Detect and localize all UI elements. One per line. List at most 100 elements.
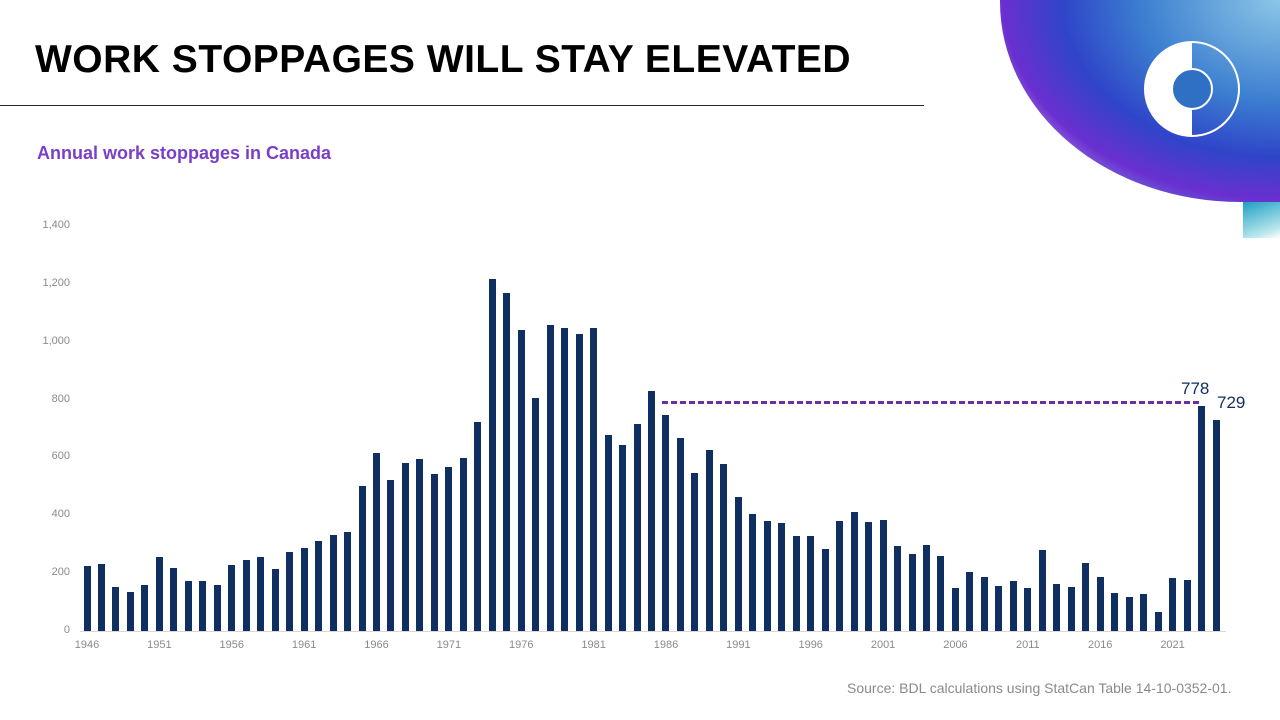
bar-1986 [662,414,670,631]
x-axis-line [80,631,1226,632]
x-tick-label: 1991 [726,639,751,651]
bar-2008 [980,576,988,631]
bar-1969 [416,458,424,631]
y-tick-label: 0 [63,624,70,636]
bar-1987 [676,438,684,631]
bar-2012 [1038,550,1046,631]
bar-2005 [937,556,945,631]
x-tick-label: 1946 [74,639,100,651]
bar-1970 [430,473,438,631]
bar-1999 [850,512,858,631]
bar-1997 [821,549,829,631]
y-tick-label: 200 [51,566,70,579]
bar-2006 [951,587,959,631]
y-tick-label: 800 [51,392,70,405]
bar-2010 [1009,580,1017,631]
bar-1983 [619,445,627,631]
bar-1955 [213,585,221,631]
bar-1968 [401,462,409,631]
source-note: Source: BDL calculations using StatCan T… [847,680,1232,696]
bar-1950 [141,585,149,631]
bar-2007 [966,572,974,631]
bar-1995 [792,536,800,631]
bar-1975 [503,293,511,631]
bar-1996 [807,536,815,631]
reference-dashed-line [662,401,1199,404]
y-tick-label: 400 [51,508,70,521]
bar-1946 [83,565,91,631]
bar-1979 [561,328,569,631]
bar-1951 [155,556,163,631]
bar-2004 [923,545,930,631]
bar-1972 [459,458,467,631]
bar-1957 [242,560,250,631]
bar-2014 [1067,587,1075,631]
brand-gradient-decoration [1000,0,1280,240]
x-tick-label: 1986 [653,639,679,651]
bar-1998 [836,521,844,631]
bar-1966 [372,453,380,631]
title-divider [0,105,924,106]
bar-1959 [271,569,279,631]
bar-2003 [908,554,916,631]
bar-2016 [1096,576,1104,631]
x-tick-label: 1966 [364,639,389,651]
chart-subtitle: Annual work stoppages in Canada [37,143,332,163]
bar-1962 [315,541,323,631]
bar-1956 [228,565,236,631]
x-tick-label: 2001 [870,639,896,651]
bar-1992 [749,514,757,631]
y-tick-label: 1,400 [42,219,70,231]
bar-2023 [1198,405,1206,631]
bar-2009 [995,585,1003,631]
bar-1965 [358,486,366,631]
bdc-ring-logo-icon [1143,40,1241,143]
bar-1958 [257,556,265,631]
bar-2020 [1154,611,1162,631]
y-tick-label: 1,000 [42,334,70,347]
x-tick-label: 1981 [581,639,606,651]
y-tick-label: 1,200 [42,276,70,289]
bar-2011 [1024,587,1032,631]
x-tick-label: 2016 [1087,639,1113,651]
bar-1994 [778,523,786,631]
x-tick-label: 1951 [147,639,172,651]
bar-1974 [488,278,496,631]
bar-1981 [590,327,598,631]
bar-2002 [894,545,902,631]
x-tick-label: 1971 [436,639,462,651]
x-tick-label: 2021 [1160,639,1185,651]
bar-1961 [300,547,308,631]
bar-1973 [474,422,482,631]
x-tick-label: 1956 [219,639,244,651]
x-tick-label: 1996 [798,639,823,651]
bar-1949 [126,591,134,631]
gradient-tail [1243,202,1280,238]
bar-2022 [1183,580,1191,631]
bar-1989 [705,449,713,631]
bar-1993 [763,521,771,631]
bar-1988 [691,473,699,631]
x-tick-label: 1961 [291,639,317,651]
bar-1980 [575,333,583,631]
bar-1963 [329,534,337,631]
bar-1947 [97,563,105,631]
bar-1985 [648,390,655,631]
bar-1952 [170,567,178,631]
data-label-2023: 778 [1181,379,1210,398]
bar-1984 [633,423,641,631]
bar-1976 [517,330,525,631]
bar-2001 [879,519,887,631]
bar-2013 [1053,584,1061,631]
bar-1982 [604,435,612,631]
bar-2000 [865,521,873,631]
y-tick-label: 600 [51,450,70,463]
bar-2015 [1082,563,1090,631]
bar-1954 [199,580,207,631]
bar-2017 [1111,593,1119,631]
bar-1960 [286,552,294,631]
bar-1971 [445,466,453,631]
data-label-2024: 729 [1217,393,1246,412]
slide-title: WORK STOPPAGES WILL STAY ELEVATED [35,38,852,81]
